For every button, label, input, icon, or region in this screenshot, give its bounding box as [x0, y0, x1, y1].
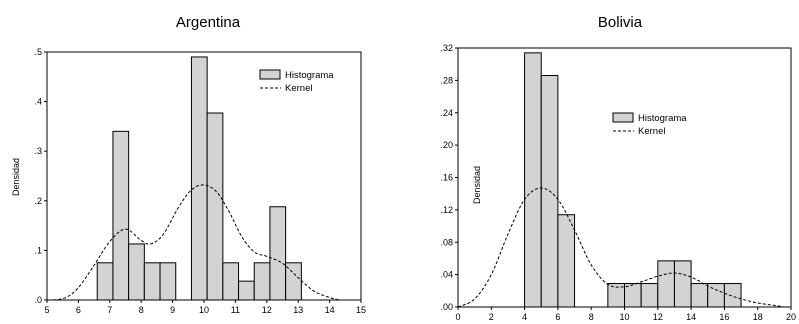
bolivia-bar-10	[707, 283, 725, 308]
bolivia-ytick-label: .32	[440, 43, 453, 53]
bolivia-ytick-label: .16	[440, 173, 453, 183]
bolivia-bar-7	[657, 260, 675, 308]
bolivia-legend: Histograma Kernel	[612, 112, 687, 137]
bolivia-bar-9	[690, 283, 709, 308]
argentina-bar-6	[190, 56, 208, 301]
bolivia-plot-frame	[457, 47, 792, 308]
argentina-bar-9	[238, 280, 255, 301]
argentina-xtick-label: 8	[139, 305, 144, 315]
bolivia-ytick-label: .28	[440, 75, 453, 85]
bolivia-xtick-label: 0	[455, 312, 460, 322]
bolivia-bar-6	[640, 283, 659, 308]
bolivia-histogram-bars	[524, 52, 742, 308]
argentina-bar-10	[253, 262, 271, 301]
bolivia-ytick-label: .04	[440, 270, 453, 280]
bolivia-xtick-label: 2	[489, 312, 494, 322]
bolivia-title: Bolivia	[598, 14, 643, 31]
bolivia-xtick-label: 4	[522, 312, 527, 322]
bolivia-kernel-curve	[457, 187, 785, 308]
bolivia-xtick-label: 12	[653, 312, 663, 322]
argentina-bar-1	[96, 262, 114, 301]
argentina-xtick-label: 12	[262, 305, 272, 315]
argentina-ytick-label: .5	[34, 47, 42, 57]
bolivia-ytick-label: .12	[440, 205, 453, 215]
bolivia-ylabel: Densidad	[472, 166, 482, 204]
argentina-histogram-bars	[96, 56, 302, 301]
argentina-legend-histogram-label: Histograma	[285, 70, 334, 81]
argentina-xtick-label: 7	[107, 305, 112, 315]
bolivia-bar-5	[624, 283, 642, 308]
bolivia-xtick-label: 16	[719, 312, 729, 322]
argentina-ytick-label: .0	[34, 295, 42, 305]
argentina-ytick-label: .2	[34, 196, 42, 206]
argentina-ylabel: Densidad	[11, 158, 21, 196]
argentina-xtick-label: 6	[76, 305, 81, 315]
argentina-legend-kernel-label: Kernel	[285, 83, 312, 94]
argentina-bar-11	[269, 206, 287, 301]
argentina-xtick-label: 11	[231, 305, 240, 315]
argentina-ytick-label: .1	[34, 245, 42, 255]
argentina-y-axis: .0 .1 .2 .3 .4 .5	[34, 47, 47, 305]
argentina-legend-histogram-swatch	[259, 69, 281, 80]
argentina-ytick-label: .3	[34, 146, 42, 156]
bolivia-legend-histogram-swatch	[612, 112, 634, 123]
argentina-bar-8	[222, 262, 240, 301]
argentina-xtick-label: 5	[44, 305, 49, 315]
bolivia-ytick-label: .08	[440, 237, 453, 247]
argentina-bar-7	[206, 112, 224, 301]
bolivia-ytick-label: .24	[440, 108, 453, 118]
argentina-bar-2	[112, 130, 130, 301]
bolivia-legend-kernel-label: Kernel	[638, 126, 665, 137]
bolivia-xtick-label: 14	[686, 312, 696, 322]
argentina-xtick-label: 10	[199, 305, 209, 315]
bolivia-bar-11	[723, 283, 742, 308]
argentina-legend: Histograma Kernel	[259, 69, 334, 94]
bolivia-xtick-label: 10	[619, 312, 629, 322]
bolivia-ytick-label: .20	[440, 140, 453, 150]
bolivia-xtick-label: 6	[555, 312, 560, 322]
bolivia-bar-3	[557, 214, 576, 308]
bolivia-bar-8	[673, 260, 692, 308]
argentina-bar-5	[159, 262, 177, 301]
bolivia-xtick-label: 8	[589, 312, 594, 322]
argentina-panel: Argentina Densidad .0 .1 .2 .3 .4 .5 5 6 7 8 9 10 1…	[11, 14, 366, 315]
argentina-title: Argentina	[176, 14, 241, 31]
bolivia-bar-1	[524, 52, 542, 308]
bolivia-xtick-label: 20	[786, 312, 796, 322]
argentina-ytick-label: .4	[34, 97, 42, 107]
argentina-xtick-label: 13	[293, 305, 303, 315]
bolivia-x-axis: 0 2 4 6 8 10 12 14 16 18 20	[455, 307, 796, 322]
bolivia-ytick-label: .00	[440, 302, 453, 312]
argentina-kernel-curve	[53, 184, 340, 301]
argentina-x-axis: 5 6 7 8 9 10 11 12 13 14 15	[44, 300, 366, 315]
bolivia-panel: Bolivia Densidad .00 .04 .08 .12 .16 .20 .24 .2…	[440, 14, 796, 322]
bolivia-y-axis: .00 .04 .08 .12 .16 .20 .24 .28 .32	[440, 43, 458, 312]
argentina-xtick-label: 14	[325, 305, 335, 315]
bolivia-xtick-label: 18	[753, 312, 763, 322]
bolivia-legend-histogram-label: Histograma	[638, 113, 687, 124]
argentina-xtick-label: 9	[170, 305, 175, 315]
argentina-xtick-label: 15	[356, 305, 366, 315]
argentina-bar-4	[143, 262, 161, 301]
argentina-bar-3	[128, 243, 145, 301]
